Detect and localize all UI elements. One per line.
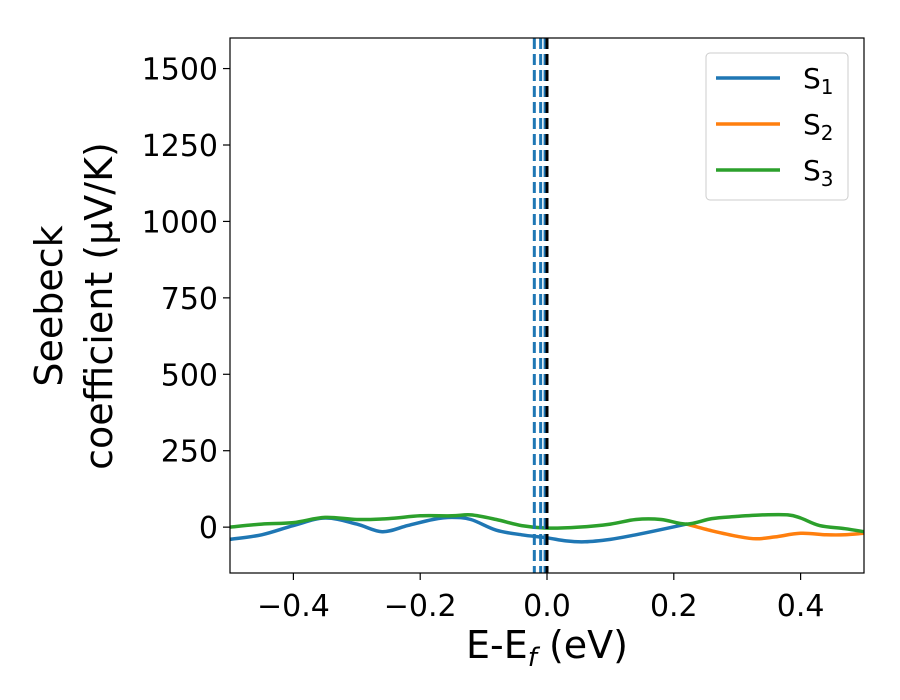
y-axis-ticks: 0 250 500 750 1000 1250 1500 — [142, 53, 230, 546]
y-axis-label-line1: Seebeck — [27, 225, 71, 386]
x-tick-label: −0.4 — [257, 589, 330, 624]
legend-label-3: S3 — [803, 154, 834, 191]
y-tick-label: 500 — [161, 358, 218, 393]
series-line-2 — [684, 522, 864, 541]
x-tick-label: 0.0 — [523, 589, 571, 624]
x-axis-label: E-Ef (eV) — [466, 623, 628, 673]
series-layer — [230, 512, 864, 544]
legend-label-2: S2 — [803, 108, 834, 145]
x-axis-ticks: −0.4 −0.2 0.0 0.2 0.4 — [257, 573, 824, 624]
x-tick-label: 0.2 — [650, 589, 698, 624]
legend-frame — [705, 52, 849, 201]
y-tick-label: 1500 — [142, 53, 218, 88]
y-tick-label: 750 — [161, 282, 218, 317]
y-axis-label-line2: coefficient (μV/K) — [77, 142, 121, 470]
series-line-3 — [230, 512, 864, 534]
y-axis-label: Seebeck coefficient (μV/K) — [27, 142, 121, 470]
vline-layer — [532, 38, 549, 573]
y-tick-label: 0 — [199, 511, 218, 546]
x-tick-label: 0.4 — [777, 589, 825, 624]
legend-label-1: S1 — [803, 62, 834, 99]
legend: S1 S2 S3 — [705, 52, 849, 201]
x-axis-label-unit: (eV) — [537, 623, 628, 667]
y-tick-label: 1250 — [142, 129, 218, 164]
y-tick-label: 250 — [161, 435, 218, 470]
x-tick-label: −0.2 — [384, 589, 457, 624]
y-tick-label: 1000 — [142, 205, 218, 240]
